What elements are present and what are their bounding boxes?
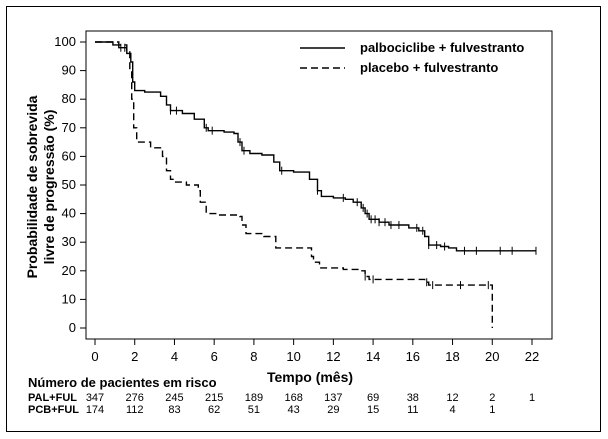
y-axis-title-line2: livre de progressão (%)	[41, 110, 57, 265]
risk-count: 29	[327, 404, 339, 416]
risk-count: 215	[205, 392, 223, 404]
x-axis-title: Tempo (mês)	[267, 369, 353, 385]
y-tick-label: 60	[62, 148, 76, 163]
risk-count: 137	[324, 392, 342, 404]
risk-row-label-pcb: PCB+FUL	[28, 404, 79, 416]
risk-count: 11	[407, 404, 418, 416]
axes: 0 10 20 30 40 50 60 70 80 90 100 0 2 4 6 8 10 12 14 16 18 20 2…	[54, 30, 553, 364]
y-tick-label: 70	[62, 120, 76, 135]
x-tick-label: 18	[445, 349, 459, 364]
x-tick-label: 0	[91, 349, 98, 364]
km-line-palbociclibe	[95, 41, 536, 252]
y-tick-label: 40	[62, 206, 76, 221]
y-tick-label: 0	[69, 320, 76, 335]
y-tick-label: 100	[54, 34, 76, 49]
y-tick-label: 90	[62, 63, 76, 78]
risk-count: 2	[489, 392, 495, 404]
risk-count: 174	[86, 404, 104, 416]
x-tick-label: 16	[406, 349, 420, 364]
x-tick-label: 2	[131, 349, 138, 364]
x-tick-label: 8	[250, 349, 257, 364]
risk-count: 168	[284, 392, 302, 404]
legend: palbociclibe + fulvestranto placebo + fu…	[300, 40, 524, 75]
series-layer	[95, 41, 537, 328]
y-tick-label: 50	[62, 177, 76, 192]
x-tick-label: 12	[326, 349, 340, 364]
y-tick-label: 30	[62, 234, 76, 249]
km-line-placebo	[95, 41, 493, 328]
risk-count: 51	[248, 404, 260, 416]
x-tick-label: 6	[211, 349, 218, 364]
plot-border	[85, 30, 553, 340]
risk-row-label-pal: PAL+FUL	[28, 392, 77, 404]
x-tick-label: 10	[286, 349, 300, 364]
risk-count: 12	[446, 392, 458, 404]
risk-count: 4	[449, 404, 455, 416]
y-axis-title-line1: Probabilidade de sobrevida	[24, 95, 40, 278]
risk-count: 276	[126, 392, 144, 404]
x-tick-label: 4	[171, 349, 178, 364]
x-tick-label: 20	[485, 349, 499, 364]
risk-count: 62	[208, 404, 220, 416]
chart-frame	[6, 6, 601, 432]
risk-count: 83	[168, 404, 180, 416]
risk-count: 15	[367, 404, 379, 416]
risk-table-title: Número de pacientes em risco	[28, 375, 217, 390]
y-tick-label: 80	[62, 91, 76, 106]
risk-count: 1	[489, 404, 495, 416]
x-tick-label: 14	[366, 349, 380, 364]
risk-count: 347	[86, 392, 104, 404]
y-tick-label: 20	[62, 263, 76, 278]
risk-count: 38	[407, 392, 419, 404]
y-tick-label: 10	[62, 291, 76, 306]
x-tick-label: 22	[525, 349, 539, 364]
legend-label-palbociclibe: palbociclibe + fulvestranto	[360, 40, 524, 55]
risk-count: 43	[288, 404, 300, 416]
risk-count: 189	[245, 392, 263, 404]
risk-count: 69	[367, 392, 379, 404]
risk-count: 245	[165, 392, 183, 404]
risk-count: 112	[126, 404, 144, 416]
risk-count: 1	[529, 392, 535, 404]
legend-label-placebo: placebo + fulvestranto	[360, 60, 498, 75]
